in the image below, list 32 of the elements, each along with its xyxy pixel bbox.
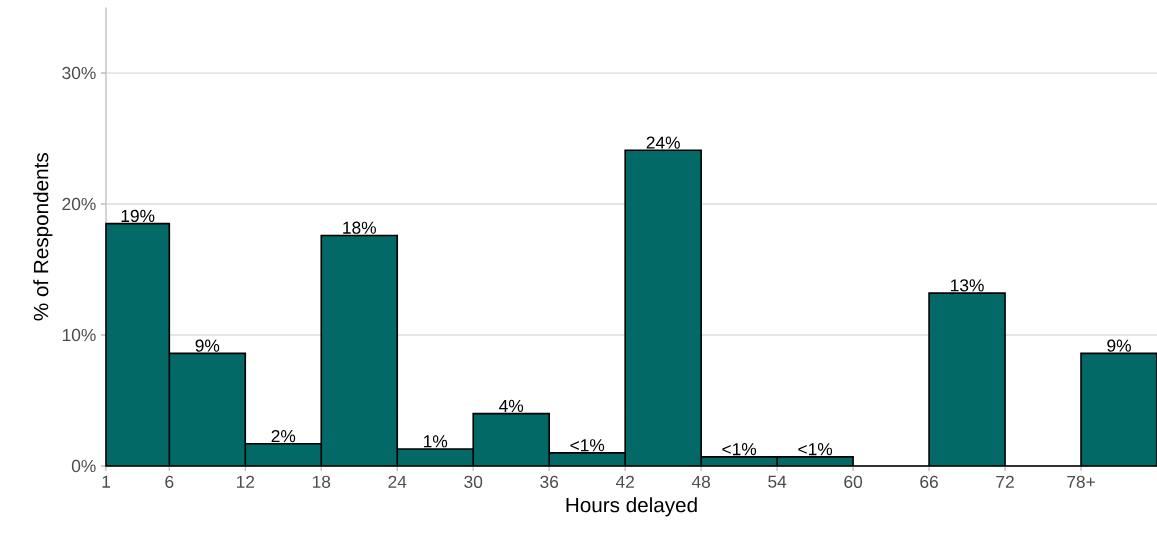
data-label: <1% bbox=[570, 439, 605, 452]
x-tick-label: 18 bbox=[312, 475, 331, 488]
data-label: 9% bbox=[1107, 339, 1131, 352]
x-tick-label: 6 bbox=[165, 475, 174, 488]
x-tick-label: 78+ bbox=[1067, 475, 1095, 488]
x-tick-label: 12 bbox=[236, 475, 255, 488]
data-label: 18% bbox=[343, 221, 376, 234]
y-tick-label: 0% bbox=[71, 459, 96, 473]
x-tick-label: 48 bbox=[691, 475, 711, 488]
x-axis-title: Hours delayed bbox=[566, 497, 697, 517]
data-label: <1% bbox=[722, 443, 757, 456]
data-label: 13% bbox=[951, 279, 984, 292]
data-label: 4% bbox=[499, 399, 524, 412]
x-tick-label: 54 bbox=[768, 475, 787, 488]
y-tick-label: 10% bbox=[62, 328, 96, 342]
data-label: 24% bbox=[646, 136, 680, 149]
x-tick-label: 30 bbox=[464, 475, 483, 488]
x-tick-label: 60 bbox=[844, 475, 863, 488]
y-tick-label: 30% bbox=[62, 66, 96, 80]
data-label: 2% bbox=[271, 429, 296, 443]
y-tick-label: 20% bbox=[62, 197, 96, 211]
x-tick-label: 42 bbox=[615, 475, 634, 488]
data-label: 1% bbox=[424, 435, 448, 448]
x-tick-label: 1 bbox=[102, 475, 110, 488]
x-tick-label: 24 bbox=[388, 475, 407, 488]
x-tick-label: 36 bbox=[540, 475, 559, 488]
x-tick-label: 72 bbox=[996, 475, 1014, 488]
data-label: <1% bbox=[798, 443, 833, 456]
data-label: 19% bbox=[121, 209, 155, 223]
x-tick-label: 66 bbox=[920, 475, 938, 488]
data-label: 9% bbox=[195, 339, 220, 352]
y-axis-title: % of Respondents bbox=[33, 153, 53, 321]
